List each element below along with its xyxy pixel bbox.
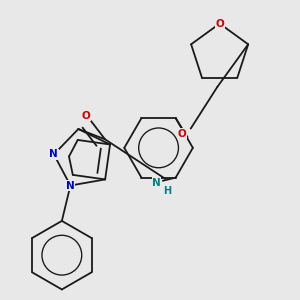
Text: H: H [163, 187, 171, 196]
Text: O: O [178, 129, 187, 139]
Text: O: O [81, 111, 90, 121]
Text: O: O [215, 19, 224, 28]
Text: N: N [50, 149, 58, 159]
Text: N: N [66, 181, 75, 190]
Text: N: N [152, 178, 161, 188]
